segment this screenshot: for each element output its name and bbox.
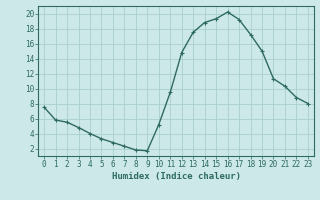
X-axis label: Humidex (Indice chaleur): Humidex (Indice chaleur) [111, 172, 241, 181]
